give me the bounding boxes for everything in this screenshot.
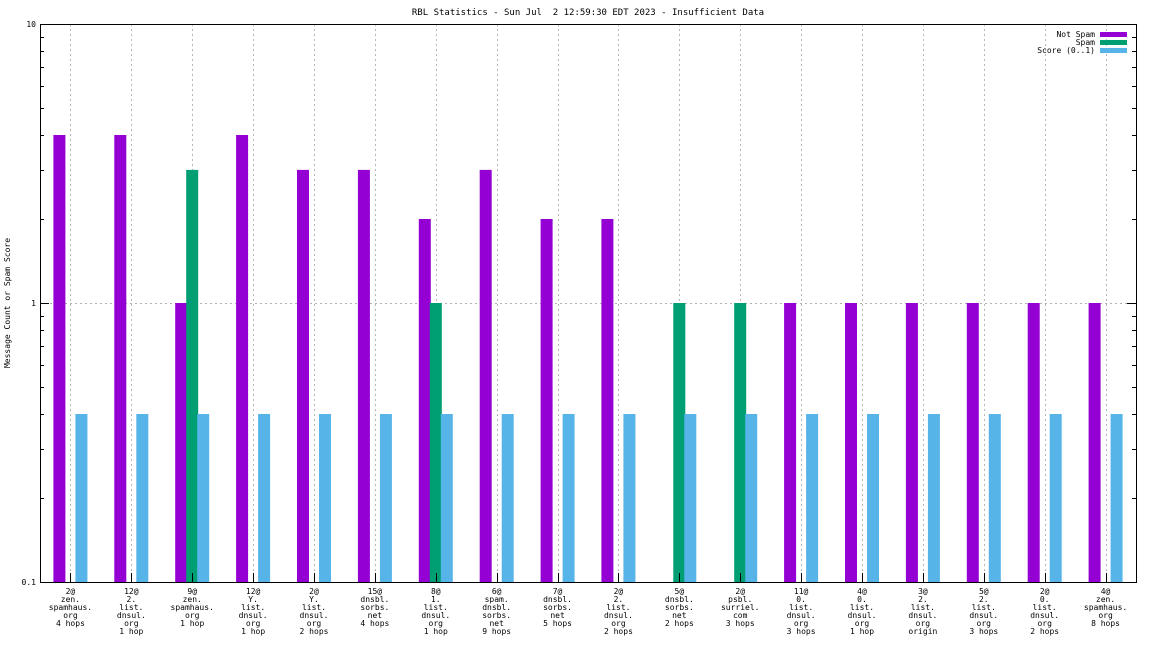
x-tick-label: 12@ 2. list. dnsul. org 1 hop bbox=[117, 587, 146, 636]
y-tick-label: 0.1 bbox=[22, 578, 37, 587]
bar-not-spam bbox=[1027, 303, 1040, 582]
bar-not-spam bbox=[784, 303, 797, 582]
bars bbox=[53, 135, 1123, 582]
bar-score-0-1 bbox=[75, 414, 88, 582]
legend-swatch bbox=[1100, 40, 1127, 45]
bar-not-spam bbox=[114, 135, 127, 582]
bar-score-0-1 bbox=[745, 414, 758, 582]
bar-not-spam bbox=[905, 303, 918, 582]
bar-score-0-1 bbox=[806, 414, 819, 582]
bar-not-spam bbox=[845, 303, 857, 582]
bar-spam bbox=[186, 169, 199, 582]
bar-not-spam bbox=[297, 169, 309, 582]
bar-score-0-1 bbox=[379, 414, 392, 582]
x-tick-label: 5@ dnsbl. sorbs. net 2 hops bbox=[665, 587, 694, 628]
bar-spam bbox=[734, 303, 747, 582]
bar-not-spam bbox=[53, 135, 66, 582]
bar-spam bbox=[673, 303, 686, 582]
bar-score-0-1 bbox=[623, 414, 636, 582]
bar-score-0-1 bbox=[258, 414, 271, 582]
bar-not-spam bbox=[418, 219, 431, 582]
bar-score-0-1 bbox=[319, 414, 331, 582]
legend-swatch bbox=[1100, 32, 1127, 37]
bar-score-0-1 bbox=[684, 414, 697, 582]
y-axis-label: Message Count or Spam Score bbox=[3, 238, 12, 368]
legend-label: Spam bbox=[1076, 38, 1095, 47]
bar-not-spam bbox=[357, 169, 370, 582]
y-tick-label: 10 bbox=[26, 20, 36, 29]
x-axis-labels: 2@ zen. spamhaus. org 4 hops 12@ 2. list. dnsul.… bbox=[49, 573, 1127, 636]
x-tick-label: 7@ dnsbl. sorbs. net 5 hops bbox=[543, 587, 572, 628]
bar-score-0-1 bbox=[197, 414, 210, 582]
bar-not-spam bbox=[601, 219, 614, 582]
x-tick-label: 8@ 1. list. dnsul. org 1 hop bbox=[421, 587, 450, 636]
bar-not-spam bbox=[540, 219, 553, 582]
bar-not-spam bbox=[175, 303, 188, 582]
x-tick-label: 4@ 0. list. dnsul. org 1 hop bbox=[848, 587, 877, 636]
chart-title: RBL Statistics - Sun Jul 2 12:59:30 EDT … bbox=[412, 8, 764, 18]
x-tick-label: 2@ zen. spamhaus. org 4 hops bbox=[49, 587, 92, 628]
x-tick-label: 2@ 0. list. dnsul. org 2 hops bbox=[1030, 587, 1059, 636]
bar-score-0-1 bbox=[1049, 414, 1062, 582]
bar-score-0-1 bbox=[1110, 414, 1123, 582]
x-tick-label: 2@ psbl. surriel. com 3 hops bbox=[721, 587, 760, 628]
y-tick-label: 1 bbox=[31, 299, 36, 308]
bar-not-spam bbox=[479, 169, 492, 582]
legend-label: Score (0..1) bbox=[1037, 46, 1095, 55]
bar-score-0-1 bbox=[136, 414, 149, 582]
x-tick-label: 3@ 2. list. dnsul. org origin bbox=[908, 587, 937, 636]
x-tick-label: 9@ zen. spamhaus. org 1 hop bbox=[171, 587, 214, 628]
x-tick-label: 12@ Y. list. dnsul. org 1 hop bbox=[239, 587, 268, 636]
bar-score-0-1 bbox=[867, 414, 879, 582]
bar-not-spam bbox=[236, 135, 249, 582]
bar-spam bbox=[429, 303, 442, 582]
x-tick-label: 11@ 0. list. dnsul. org 3 hops bbox=[787, 587, 816, 636]
bar-score-0-1 bbox=[927, 414, 940, 582]
bar-score-0-1 bbox=[501, 414, 514, 582]
x-tick-label: 2@ 2. list. dnsul. org 2 hops bbox=[604, 587, 633, 636]
bar-not-spam bbox=[966, 303, 979, 582]
bar-score-0-1 bbox=[988, 414, 1001, 582]
x-tick-label: 2@ Y. list. dnsul. org 2 hops bbox=[300, 587, 329, 636]
bar-not-spam bbox=[1088, 303, 1101, 582]
legend-swatch bbox=[1100, 48, 1127, 53]
x-tick-label: 15@ dnsbl. sorbs. net 4 hops bbox=[360, 587, 389, 628]
x-tick-label: 5@ 2. list. dnsul. org 3 hops bbox=[969, 587, 998, 636]
y-axis-ticks: 0.1 1 10 bbox=[22, 20, 1136, 587]
x-tick-label: 6@ spam. dnsbl. sorbs. net 9 hops bbox=[482, 587, 511, 636]
bar-score-0-1 bbox=[562, 414, 575, 582]
bar-score-0-1 bbox=[440, 414, 453, 582]
legend-label: Not Spam bbox=[1056, 30, 1095, 39]
x-tick-label: 4@ zen. spamhaus. org 8 hops bbox=[1084, 587, 1127, 628]
